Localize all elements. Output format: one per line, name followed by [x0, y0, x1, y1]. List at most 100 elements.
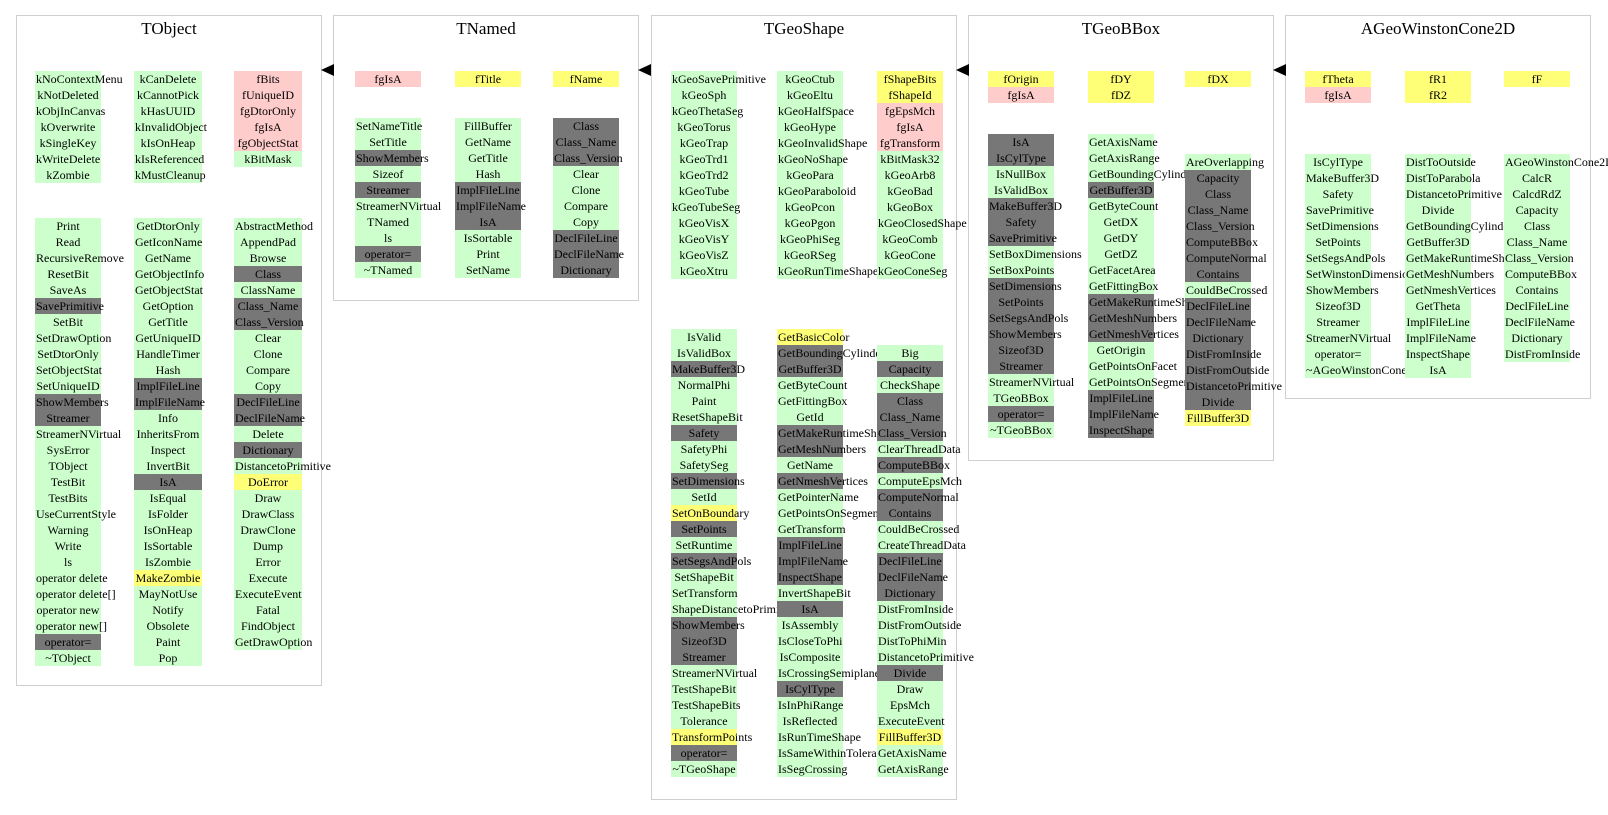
member-tobject[interactable]: ~TObject [35, 650, 101, 666]
member-isclosetophi[interactable]: IsCloseToPhi [777, 633, 843, 649]
member-operator[interactable]: operator= [1305, 346, 1371, 362]
member-normalphi[interactable]: NormalPhi [671, 377, 737, 393]
member-declfileline[interactable]: DeclFileLine [877, 553, 943, 569]
member-getdrawoption[interactable]: GetDrawOption [234, 634, 312, 650]
member-drawclone[interactable]: DrawClone [234, 522, 302, 538]
member-clearthreaddata[interactable]: ClearThreadData [877, 441, 961, 457]
member-declfilename[interactable]: DeclFileName [877, 569, 948, 585]
member-class[interactable]: Class [1504, 218, 1570, 234]
member-capacity[interactable]: Capacity [877, 361, 943, 377]
member-getbuffer3d[interactable]: GetBuffer3D [1405, 234, 1471, 250]
member-getobjectstat[interactable]: GetObjectStat [134, 282, 203, 298]
member-distfromoutside[interactable]: DistFromOutside [1185, 362, 1269, 378]
member-safety[interactable]: Safety [1305, 186, 1371, 202]
member-notify[interactable]: Notify [134, 602, 202, 618]
member-kgeobox[interactable]: kGeoBox [877, 199, 943, 215]
member-computenormal[interactable]: ComputeNormal [877, 489, 959, 505]
member-executeevent[interactable]: ExecuteEvent [234, 586, 302, 602]
member-tobject[interactable]: TObject [35, 458, 101, 474]
member-kgeoeltu[interactable]: kGeoEltu [777, 87, 843, 103]
member-distfrominside[interactable]: DistFromInside [1185, 346, 1261, 362]
member-testbits[interactable]: TestBits [35, 490, 101, 506]
member-clear[interactable]: Clear [553, 166, 619, 182]
member-fgisa[interactable]: fgIsA [1305, 87, 1371, 103]
member-computebbox[interactable]: ComputeBBox [1185, 234, 1258, 250]
member-gettransform[interactable]: GetTransform [777, 521, 846, 537]
member-operator[interactable]: operator= [988, 406, 1054, 422]
member-operator[interactable]: operator= [355, 246, 421, 262]
member-class-version[interactable]: Class_Version [1504, 250, 1574, 266]
member-streamernvirtual[interactable]: StreamerNVirtual [1305, 330, 1391, 346]
member-fgtransform[interactable]: fgTransform [877, 135, 943, 151]
member-class[interactable]: Class [877, 393, 943, 409]
member-checkshape[interactable]: CheckShape [877, 377, 943, 393]
member-streamernvirtual[interactable]: StreamerNVirtual [355, 198, 441, 214]
member-getuniqueid[interactable]: GetUniqueID [134, 330, 202, 346]
member-fillbuffer3d[interactable]: FillBuffer3D [877, 729, 943, 745]
member-iscyltype[interactable]: IsCylType [988, 150, 1054, 166]
member-dictionary[interactable]: Dictionary [1504, 330, 1570, 346]
member-kisonheap[interactable]: kIsOnHeap [134, 135, 202, 151]
member-capacity[interactable]: Capacity [1504, 202, 1570, 218]
member-class[interactable]: Class [1185, 186, 1251, 202]
member-isvalid[interactable]: IsValid [671, 329, 737, 345]
member-fillbuffer3d[interactable]: FillBuffer3D [1185, 410, 1251, 426]
member-showmembers[interactable]: ShowMembers [1305, 282, 1379, 298]
member-kgeophiseg[interactable]: kGeoPhiSeg [777, 231, 843, 247]
member-saveprimitive[interactable]: SavePrimitive [35, 298, 104, 314]
member-getmakeruntimeshape[interactable]: GetMakeRuntimeShape [1405, 250, 1521, 266]
member-doerror[interactable]: DoError [234, 474, 302, 490]
member-big[interactable]: Big [877, 345, 943, 361]
member-streamer[interactable]: Streamer [355, 182, 421, 198]
member-kgeosph[interactable]: kGeoSph [671, 87, 737, 103]
member-kisreferenced[interactable]: kIsReferenced [134, 151, 204, 167]
member-getbuffer3d[interactable]: GetBuffer3D [777, 361, 843, 377]
member-tnamed[interactable]: TNamed [355, 214, 421, 230]
member-streamer[interactable]: Streamer [35, 410, 101, 426]
member-disttooutside[interactable]: DistToOutside [1405, 154, 1476, 170]
member-kgeobad[interactable]: kGeoBad [877, 183, 943, 199]
member-kgeovisy[interactable]: kGeoVisY [671, 231, 737, 247]
member-getname[interactable]: GetName [455, 134, 521, 150]
member-getpointername[interactable]: GetPointerName [777, 489, 859, 505]
member-maynotuse[interactable]: MayNotUse [134, 586, 202, 602]
member-testshapebits[interactable]: TestShapeBits [671, 697, 741, 713]
member-kgeonoshape[interactable]: kGeoNoShape [777, 151, 848, 167]
member-classname[interactable]: ClassName [234, 282, 302, 298]
member-disttoparabola[interactable]: DistToParabola [1405, 170, 1480, 186]
member-setsegsandpols[interactable]: SetSegsAndPols [671, 553, 751, 569]
member-getmeshnumbers[interactable]: GetMeshNumbers [777, 441, 866, 457]
member-couldbecrossed[interactable]: CouldBeCrossed [877, 521, 959, 537]
member-setbit[interactable]: SetBit [35, 314, 101, 330]
member-isreflected[interactable]: IsReflected [777, 713, 843, 729]
member-class[interactable]: Class [553, 118, 619, 134]
member-areoverlapping[interactable]: AreOverlapping [1185, 154, 1264, 170]
member-divide[interactable]: Divide [877, 665, 943, 681]
member-distancetoprimitive[interactable]: DistancetoPrimitive [877, 649, 974, 665]
member-computebbox[interactable]: ComputeBBox [877, 457, 950, 473]
member-testshapebit[interactable]: TestShapeBit [671, 681, 737, 697]
member-distancetoprimitive[interactable]: DistancetoPrimitive [1405, 186, 1502, 202]
member-setpoints[interactable]: SetPoints [671, 521, 737, 537]
member-kgeohype[interactable]: kGeoHype [777, 119, 843, 135]
member-distancetoprimitive[interactable]: DistancetoPrimitive [234, 458, 331, 474]
member-kgeotorus[interactable]: kGeoTorus [671, 119, 737, 135]
member-setsegsandpols[interactable]: SetSegsAndPols [1305, 250, 1385, 266]
member-setdrawoption[interactable]: SetDrawOption [35, 330, 111, 346]
member-class-version[interactable]: Class_Version [553, 150, 623, 166]
member-getbasiccolor[interactable]: GetBasicColor [777, 329, 849, 345]
member-ls[interactable]: ls [35, 554, 101, 570]
member-getaxisrange[interactable]: GetAxisRange [1088, 150, 1160, 166]
member-hash[interactable]: Hash [455, 166, 521, 182]
member-tnamed[interactable]: ~TNamed [355, 262, 421, 278]
member-hash[interactable]: Hash [134, 362, 202, 378]
member-setpoints[interactable]: SetPoints [988, 294, 1054, 310]
member-getfittingbox[interactable]: GetFittingBox [1088, 278, 1158, 294]
member-safety[interactable]: Safety [671, 425, 737, 441]
member-fgisa[interactable]: fgIsA [355, 71, 421, 87]
member-isfolder[interactable]: IsFolder [134, 506, 202, 522]
member-computeepsmch[interactable]: ComputeEpsMch [877, 473, 962, 489]
member-setboxpoints[interactable]: SetBoxPoints [988, 262, 1054, 278]
member-dictionary[interactable]: Dictionary [877, 585, 943, 601]
member-class-version[interactable]: Class_Version [1185, 218, 1255, 234]
